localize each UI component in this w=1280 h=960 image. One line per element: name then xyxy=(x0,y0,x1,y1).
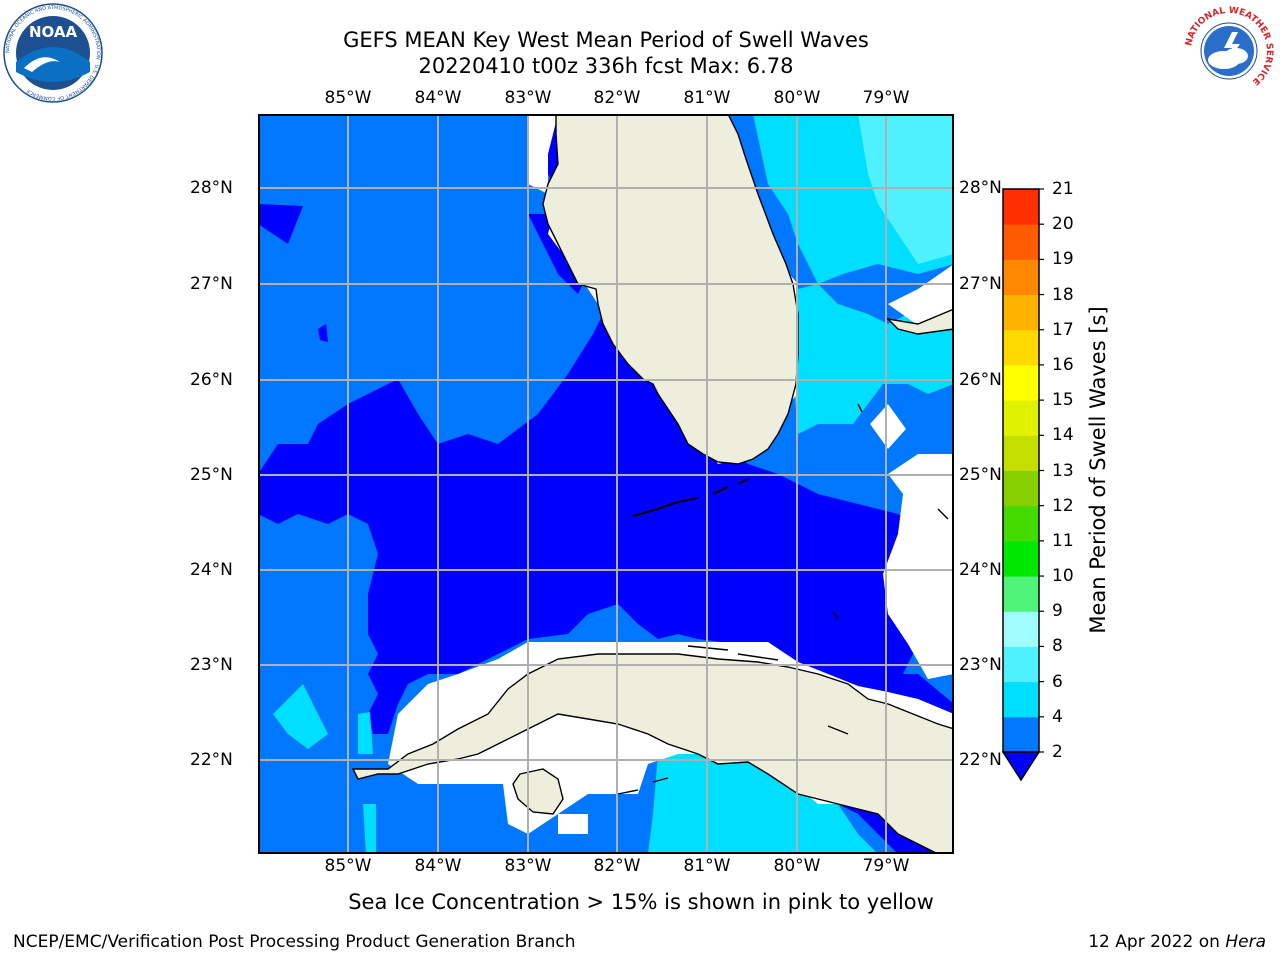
credit-branch: NCEP/EMC/Verification Post Processing Pr… xyxy=(13,932,576,952)
colorbar-tick-label: 6 xyxy=(1052,671,1063,692)
lon-label-top: 82°W xyxy=(593,88,641,108)
colorbar-bin xyxy=(1003,681,1039,718)
colorbar-bin xyxy=(1003,576,1039,612)
lon-label-top: 80°W xyxy=(773,88,821,108)
colorbar-tick-label: 15 xyxy=(1052,390,1074,411)
colorbar-bin xyxy=(1003,189,1039,225)
colorbar-bin xyxy=(1003,364,1039,401)
lat-label-left: 28°N xyxy=(190,178,233,198)
isle-of-youth xyxy=(512,768,564,815)
lat-label-right: 24°N xyxy=(959,560,1002,580)
colorbar-tick-label: 12 xyxy=(1052,495,1074,516)
colorbar-tick-label: 16 xyxy=(1052,354,1074,375)
no-data-region xyxy=(528,114,558,194)
colorbar-bin xyxy=(1003,435,1039,471)
lat-label-left: 24°N xyxy=(190,560,233,580)
lat-label-right: 22°N xyxy=(959,750,1002,770)
colorbar-bin xyxy=(1003,400,1039,436)
lat-label-left: 25°N xyxy=(190,465,233,485)
colorbar-tick-label: 19 xyxy=(1052,249,1074,270)
colorbar-bin xyxy=(1003,470,1039,507)
colorbar-bin xyxy=(1003,224,1039,260)
colorbar-tick-label: 13 xyxy=(1052,460,1074,481)
map-gridlines xyxy=(258,114,954,854)
colorbar-tick-label: 10 xyxy=(1052,566,1074,587)
lat-label-right: 27°N xyxy=(959,274,1002,294)
colorbar-bin xyxy=(1003,611,1039,647)
swell-region-below-2s xyxy=(258,314,918,734)
lon-label-bottom: 79°W xyxy=(862,856,910,876)
nws-logo: NATIONAL WEATHER SERVICE xyxy=(1182,4,1276,98)
colorbar-tick-label: 14 xyxy=(1052,425,1074,446)
colorbar xyxy=(1001,188,1044,782)
lon-label-bottom: 83°W xyxy=(504,856,552,876)
lat-label-right: 26°N xyxy=(959,370,1002,390)
colorbar-bin xyxy=(1003,646,1039,683)
florida-landmass xyxy=(542,114,799,465)
sea-ice-footnote: Sea Ice Concentration > 15% is shown in … xyxy=(348,890,934,914)
colorbar-bin xyxy=(1003,505,1039,542)
colorbar-extend-triangle xyxy=(1001,751,1041,782)
colorbar-bin xyxy=(1003,294,1039,331)
colorbar-bin xyxy=(1003,259,1039,296)
colorbar-tick-label: 9 xyxy=(1052,601,1063,622)
lon-label-top: 81°W xyxy=(683,88,731,108)
lon-label-bottom: 85°W xyxy=(324,856,372,876)
chart-title: GEFS MEAN Key West Mean Period of Swell … xyxy=(343,28,869,52)
colorbar-tick-label: 8 xyxy=(1052,636,1063,657)
noaa-logo-text: NOAA xyxy=(29,23,78,41)
colorbar-tick-label: 18 xyxy=(1052,284,1074,305)
colorbar-tick-label: 21 xyxy=(1052,179,1074,199)
noaa-logo: NOAA NATIONAL OCEANIC AND ATMOSPHERIC AD… xyxy=(3,3,103,103)
lat-label-right: 28°N xyxy=(959,178,1002,198)
colorbar-bin xyxy=(1003,716,1039,753)
colorbar-tick-label: 11 xyxy=(1052,530,1074,551)
colorbar-label: Mean Period of Swell Waves [s] xyxy=(1086,306,1110,634)
lat-label-right: 25°N xyxy=(959,465,1002,485)
lon-label-bottom: 82°W xyxy=(593,856,641,876)
cuba-landmass xyxy=(351,653,954,854)
chart-subtitle: 20220410 t00z 336h fcst Max: 6.78 xyxy=(418,54,794,78)
lat-label-left: 26°N xyxy=(190,370,233,390)
colorbar-tick-label: 2 xyxy=(1052,742,1063,762)
colorbar-bin xyxy=(1003,329,1039,366)
credit-machine: Hera xyxy=(1225,932,1266,952)
lon-label-top: 79°W xyxy=(862,88,910,108)
lon-label-top: 84°W xyxy=(414,88,462,108)
lat-label-left: 22°N xyxy=(190,750,233,770)
lon-label-top: 85°W xyxy=(324,88,372,108)
colorbar-tick-label: 20 xyxy=(1052,214,1074,235)
colorbar-tick-label: 17 xyxy=(1052,319,1074,340)
colorbar-bin xyxy=(1003,540,1039,577)
lat-label-left: 27°N xyxy=(190,274,233,294)
lon-label-bottom: 80°W xyxy=(773,856,821,876)
lat-label-right: 23°N xyxy=(959,655,1002,675)
lat-label-left: 23°N xyxy=(190,655,233,675)
lon-label-top: 83°W xyxy=(504,88,552,108)
colorbar-tick-label: 4 xyxy=(1052,706,1063,727)
lon-label-bottom: 84°W xyxy=(414,856,462,876)
swell-period-map xyxy=(258,114,954,854)
lon-label-bottom: 81°W xyxy=(683,856,731,876)
credit-date-text: 12 Apr 2022 on xyxy=(1088,932,1226,952)
credit-date: 12 Apr 2022 on Hera xyxy=(1088,932,1266,952)
